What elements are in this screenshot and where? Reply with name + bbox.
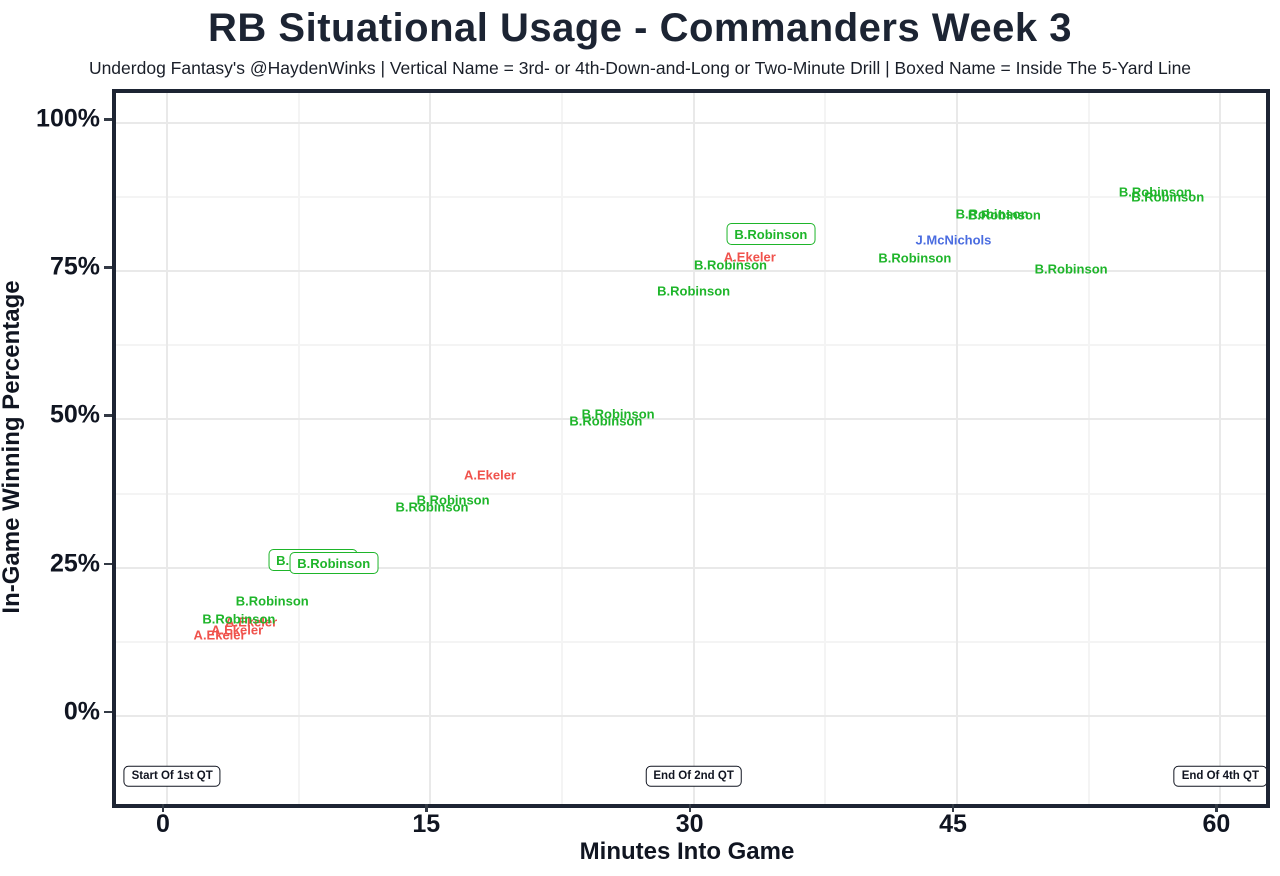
major-gridline-x xyxy=(165,93,168,804)
x-axis-title: Minutes Into Game xyxy=(579,838,795,865)
y-axis-title: In-Game Winning Percentage xyxy=(0,280,25,614)
major-gridline-x xyxy=(692,93,695,804)
plot-area: A.Ekeler A.Ekeler A.Ekeler B.Robinson B.Robi… xyxy=(116,93,1266,804)
y-tick-label: 0% xyxy=(63,697,100,726)
minor-gridline-x xyxy=(560,93,563,804)
point-label: B.Robinson xyxy=(1034,261,1108,277)
minor-gridline-y xyxy=(116,492,1266,495)
minor-gridline-y xyxy=(116,196,1266,199)
y-tick-label: 100% xyxy=(36,104,100,133)
y-tick-label: 75% xyxy=(49,252,100,281)
minor-gridline-y xyxy=(116,640,1266,643)
chart-title: RB Situational Usage - Commanders Week 3 xyxy=(208,6,1072,50)
point-label: B.Robinson xyxy=(694,257,767,273)
point-label: B.Robinson xyxy=(202,611,276,627)
point-label: B.Robinson xyxy=(416,492,490,508)
x-tick-label: 30 xyxy=(675,810,704,838)
point-label: B.Robinson xyxy=(878,250,952,266)
boxed-point-label: B.Robinson xyxy=(289,551,379,574)
x-tick-label: 60 xyxy=(1202,810,1231,838)
point-label: B.Robinson xyxy=(581,406,655,422)
point-label: A.Ekeler xyxy=(723,249,776,265)
major-gridline-y xyxy=(116,418,1266,421)
y-tick-mark xyxy=(104,710,112,714)
point-label: A.Ekeler xyxy=(193,627,246,643)
point-label: A.Ekeler xyxy=(211,622,264,638)
y-tick-label: 50% xyxy=(49,400,100,429)
major-gridline-x xyxy=(1219,93,1222,804)
point-label: B.Robinson xyxy=(967,207,1041,223)
x-tick-mark xyxy=(1215,804,1218,812)
y-tick-mark xyxy=(104,414,112,417)
chart-subtitle: Underdog Fantasy's @HaydenWinks | Vertic… xyxy=(88,58,1192,78)
boxed-point-label: B.Robinson xyxy=(726,223,816,245)
major-gridline-y xyxy=(116,270,1266,273)
minor-gridline-x xyxy=(1087,93,1090,804)
major-gridline-y xyxy=(116,714,1266,717)
x-tick-mark xyxy=(688,804,692,812)
major-gridline-x xyxy=(429,93,432,804)
minor-gridline-y xyxy=(116,344,1266,347)
y-tick-label: 25% xyxy=(49,549,100,578)
minor-gridline-x xyxy=(824,93,827,804)
point-label: B.Robinson xyxy=(569,413,643,429)
x-tick-mark xyxy=(425,804,428,812)
point-label: B.Robinson xyxy=(395,499,469,515)
point-label: J.McNichols xyxy=(915,232,992,248)
y-tick-mark xyxy=(104,118,112,121)
y-tick-mark xyxy=(104,266,112,269)
point-label: A.Ekeler xyxy=(225,614,278,629)
x-tick-mark xyxy=(951,804,955,812)
point-label: B.Robinson xyxy=(235,593,309,609)
x-tick-label: 45 xyxy=(939,810,967,838)
point-label: B.Robinson xyxy=(657,283,731,299)
major-gridline-x xyxy=(955,93,958,804)
major-gridline-y xyxy=(116,566,1266,569)
point-label: B.Robinson xyxy=(1118,184,1192,200)
plot-panel: A.Ekeler A.Ekeler A.Ekeler B.Robinson B.Robi… xyxy=(112,89,1270,808)
y-tick-mark xyxy=(104,562,112,566)
point-label: A.Ekeler xyxy=(463,467,516,483)
quarter-annotation: End Of 2nd QT xyxy=(645,765,742,787)
minor-gridline-x xyxy=(297,93,300,804)
major-gridline-y xyxy=(116,122,1266,125)
x-tick-mark xyxy=(161,804,165,812)
x-tick-label: 15 xyxy=(412,810,441,838)
quarter-annotation: End Of 4th QT xyxy=(1173,765,1266,787)
x-tick-label: 0 xyxy=(155,810,170,838)
point-label: B.Robinson xyxy=(1131,189,1205,205)
point-label: B.Robinson xyxy=(955,206,1029,222)
quarter-annotation: Start Of 1st QT xyxy=(123,765,221,787)
